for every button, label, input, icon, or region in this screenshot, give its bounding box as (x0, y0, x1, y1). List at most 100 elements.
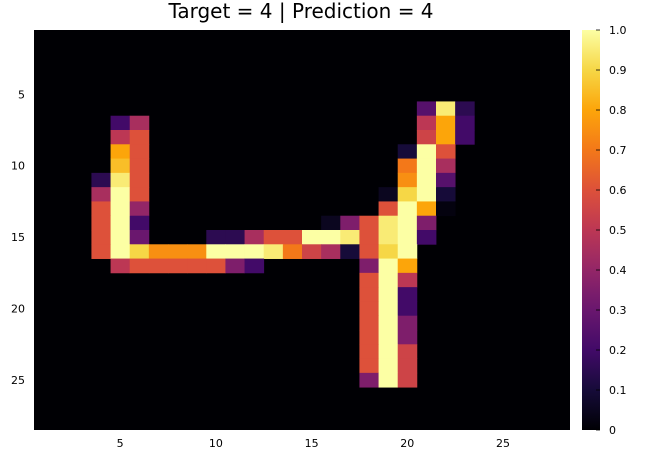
heatmap-cell (302, 244, 322, 259)
heatmap-cell (397, 158, 418, 174)
heatmap-cell (91, 201, 111, 217)
plot-area (34, 30, 570, 430)
x-tick-label: 5 (117, 437, 124, 450)
heatmap-cell (436, 201, 456, 217)
heatmap-cell (129, 115, 150, 131)
heatmap-cell (378, 330, 399, 345)
heatmap-cell (359, 315, 379, 331)
heatmap-cell (110, 215, 131, 231)
heatmap-cell (110, 201, 131, 217)
heatmap-cell (282, 230, 303, 245)
heatmap-cell (302, 230, 322, 245)
heatmap-cell (359, 258, 379, 274)
heatmap-cell (110, 130, 131, 145)
heatmap-cell (321, 244, 341, 259)
heatmap-cell (187, 244, 207, 259)
heatmap-cell (397, 330, 418, 345)
heatmap-cell (206, 230, 226, 245)
colorbar-tick-label: 0.7 (609, 144, 627, 157)
heatmap-cell (225, 244, 245, 259)
heatmap-cell (378, 244, 399, 259)
heatmap-cell (359, 215, 379, 231)
colorbar-tick-label: 0 (609, 424, 616, 437)
heatmap-cell (378, 230, 399, 245)
colorbar-tick-label: 0.9 (609, 64, 627, 77)
x-tick-label: 10 (209, 437, 223, 450)
heatmap-cell (359, 372, 379, 388)
heatmap-cell (110, 172, 131, 188)
heatmap-cell (397, 172, 418, 188)
heatmap-cell (378, 301, 399, 317)
heatmap-cell (129, 130, 150, 145)
heatmap-cell (148, 258, 169, 274)
heatmap-cell (397, 258, 418, 274)
colorbar-tick-label: 0.1 (609, 384, 627, 397)
heatmap-cell (378, 272, 399, 288)
heatmap-cell (110, 187, 131, 202)
heatmap-cell (416, 215, 437, 231)
heatmap-cell (263, 244, 284, 259)
x-tick-label: 25 (496, 437, 510, 450)
colorbar-gradient (582, 30, 600, 430)
heatmap-cell (455, 115, 475, 131)
heatmap-cell (206, 244, 226, 259)
heatmap-cell (455, 130, 475, 145)
heatmap-cell (129, 172, 150, 188)
heatmap-cell (455, 101, 475, 117)
colorbar-tick-label: 0.5 (609, 224, 627, 237)
heatmap-cell (397, 201, 418, 217)
heatmap-cell (321, 230, 341, 245)
y-axis-ticks: 5 10 15 20 25 (11, 88, 25, 387)
heatmap-cell (436, 144, 456, 159)
heatmap-cell (359, 230, 379, 245)
heatmap-cell (110, 115, 131, 131)
heatmap-cell (397, 244, 418, 259)
heatmap-cell (244, 230, 265, 245)
heatmap-cell (416, 115, 437, 131)
heatmap-cell (416, 230, 437, 245)
heatmap-cell (129, 144, 150, 159)
heatmap-cell (397, 230, 418, 245)
heatmap-cell (378, 187, 399, 202)
heatmap-cell (91, 244, 111, 259)
heatmap-cell (110, 158, 131, 174)
heatmap-cell (359, 287, 379, 302)
heatmap-cell (282, 244, 303, 259)
heatmap-cell (263, 230, 284, 245)
heatmap-cell (378, 315, 399, 331)
colorbar: 0 0.1 0.2 0.3 0.4 0.5 0.6 0.7 0.8 0.9 1.0 (582, 24, 627, 437)
heatmap-cell (416, 144, 437, 159)
heatmap-cell (225, 258, 245, 274)
x-tick-label: 20 (400, 437, 414, 450)
x-axis-ticks: 5 10 15 20 25 (117, 437, 510, 450)
heatmap-cell (110, 258, 131, 274)
heatmap-cell (129, 215, 150, 231)
heatmap-cell (416, 158, 437, 174)
y-tick-label: 20 (11, 303, 25, 316)
heatmap-cell (91, 172, 111, 188)
heatmap-cell (244, 258, 265, 274)
x-tick-label: 15 (305, 437, 319, 450)
heatmap-cell (129, 201, 150, 217)
heatmap-cell (168, 244, 188, 259)
heatmap-cell (321, 215, 341, 231)
heatmap-cell (340, 244, 360, 259)
colorbar-tick-label: 0.8 (609, 104, 627, 117)
heatmap-cell (378, 372, 399, 388)
colorbar-tick-label: 0.3 (609, 304, 627, 317)
colorbar-tick-label: 0.4 (609, 264, 627, 277)
heatmap-cell (340, 230, 360, 245)
heatmap-cell (110, 144, 131, 159)
chart-title: Target = 4 | Prediction = 4 (167, 0, 433, 23)
heatmap-cell (187, 258, 207, 274)
heatmap-cell (436, 187, 456, 202)
heatmap-cell (359, 330, 379, 345)
colorbar-tick-label: 1.0 (609, 24, 627, 37)
heatmap-cell (397, 187, 418, 202)
heatmap-cell (416, 172, 437, 188)
heatmap-cell (378, 344, 399, 359)
heatmap-cell (91, 215, 111, 231)
heatmap-cell (378, 358, 399, 374)
heatmap-cell (378, 215, 399, 231)
